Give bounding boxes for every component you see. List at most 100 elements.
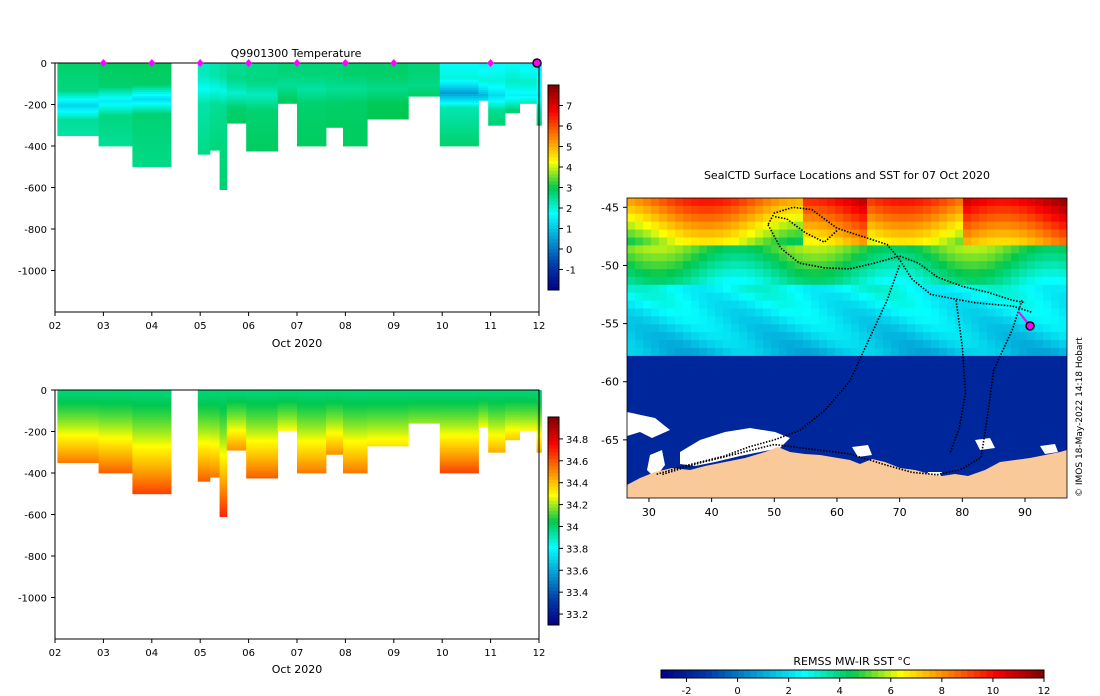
sst-cell [1011, 261, 1020, 270]
sst-cell [691, 348, 700, 357]
colorbar-segment [548, 108, 559, 113]
sst-cell [715, 419, 724, 428]
sst-cell [995, 198, 1004, 207]
cast-cell [219, 154, 228, 157]
cast-cell [343, 94, 368, 97]
cast-cell [439, 131, 479, 134]
sst-cell [811, 221, 820, 230]
sst-cell [907, 292, 916, 301]
sst-cell [667, 229, 676, 238]
sst-cell [779, 411, 788, 420]
sst-cell [867, 411, 876, 420]
cast-cell [478, 423, 489, 426]
sst-cell [731, 269, 740, 278]
cast-cell [297, 65, 327, 68]
cast-cell [277, 392, 298, 395]
sst-cell [1019, 276, 1028, 286]
cast-cell [478, 408, 489, 412]
cast-cell [478, 98, 489, 101]
sst-cell [947, 442, 956, 451]
cast-cell [519, 79, 537, 83]
cast-cell [132, 131, 172, 134]
cast-cell [219, 514, 228, 517]
colorbar-segment [548, 489, 559, 494]
sst-cell [843, 332, 852, 341]
cast-cell [343, 402, 368, 405]
cast-cell [197, 473, 211, 476]
sst-cell [763, 198, 772, 207]
sst-cell [947, 198, 956, 207]
cast-cell [488, 106, 506, 110]
sst-cell [731, 395, 740, 404]
sst-cell [715, 387, 724, 396]
sst-cell [1011, 276, 1020, 286]
cast-cell [326, 425, 344, 428]
sst-cell [867, 205, 876, 215]
cast-cell [478, 90, 489, 93]
cast-cell [519, 67, 537, 70]
sst-cell [955, 198, 964, 207]
colorbar-segment [548, 177, 559, 182]
sst-cell [755, 316, 764, 325]
cast-cell [277, 96, 298, 99]
cast-cell [226, 441, 247, 445]
sst-cell [691, 269, 700, 278]
sst-cell [915, 340, 924, 349]
x-tick-label: 04 [145, 648, 158, 659]
cast-cell [488, 427, 506, 430]
cast-column [408, 63, 441, 97]
cast-cell [219, 495, 228, 499]
cast-cell [367, 79, 409, 83]
sst-cell [715, 205, 724, 215]
cast-cell [488, 98, 506, 101]
colorbar-tick-label: 12 [1038, 686, 1051, 696]
sst-cell [699, 245, 708, 254]
sst-cell [811, 292, 820, 301]
cast-cell [219, 429, 228, 432]
sst-cell [667, 355, 676, 365]
sst-cell [915, 419, 924, 428]
cast-cell [505, 433, 520, 437]
cast-cell [478, 394, 489, 397]
sst-cell [747, 292, 756, 301]
sst-cell [667, 340, 676, 349]
sst-cell [971, 466, 980, 475]
cast-cell [277, 406, 298, 410]
sst-cell [755, 332, 764, 341]
sst-cell [1059, 395, 1067, 404]
sst-cell [659, 419, 668, 428]
sst-cell [819, 371, 828, 380]
cast-cell [219, 131, 228, 134]
colorbar-segment [548, 458, 559, 463]
colorbar-segment [548, 475, 559, 480]
cast-cell [219, 466, 228, 470]
sst-cell [1035, 261, 1044, 270]
sst-cell [875, 395, 884, 404]
sst-cell [915, 205, 924, 215]
y-tick-label: -1000 [18, 594, 47, 605]
sst-cell [787, 387, 796, 396]
cast-cell [505, 406, 520, 410]
sst-cell [1051, 237, 1060, 246]
sst-cell [659, 261, 668, 270]
cast-cell [98, 137, 133, 141]
sst-cell [987, 348, 996, 357]
cast-cell [439, 100, 479, 103]
cast-cell [132, 458, 172, 461]
sst-cell [947, 253, 956, 262]
cast-cell [297, 408, 327, 412]
sst-cell [787, 419, 796, 428]
cast-cell [246, 85, 279, 89]
sst-cell [763, 245, 772, 254]
sst-cell [731, 332, 740, 341]
sst-cell [747, 253, 756, 262]
cast-cell [488, 404, 506, 407]
sst-cell [795, 332, 804, 341]
cast-cell [132, 137, 172, 141]
cast-cell [246, 468, 279, 472]
cast-cell [98, 390, 133, 393]
cast-cell [219, 175, 228, 178]
cast-cell [297, 437, 327, 441]
cast-cell [132, 423, 172, 426]
cast-cell [488, 65, 506, 68]
